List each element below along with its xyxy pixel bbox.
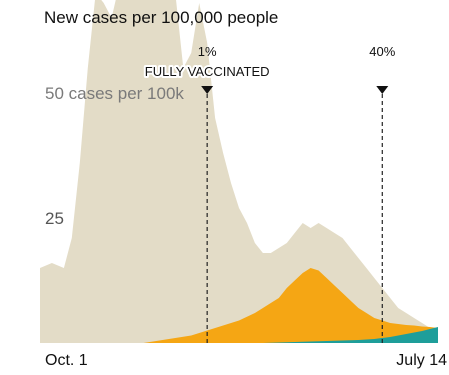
x-axis-labels: Oct. 1 July 14 bbox=[45, 352, 447, 369]
area-series-2 bbox=[143, 268, 438, 343]
area-series-group bbox=[40, 0, 438, 343]
y-tick-label-2: 50 cases per 100k bbox=[45, 84, 184, 103]
annotation-marker-2 bbox=[376, 86, 389, 94]
x-tick-label-1: Oct. 1 bbox=[45, 352, 88, 369]
annotation-markers: 1% FULLY VACCINATED 40% bbox=[143, 44, 396, 343]
gridlines bbox=[246, 92, 438, 219]
annotation-label-1: 1% bbox=[198, 44, 217, 59]
x-tick-label-2: July 14 bbox=[396, 352, 447, 369]
annotation-marker-1 bbox=[201, 86, 214, 94]
y-axis-labels: 25 50 cases per 100k bbox=[45, 84, 184, 228]
annotation-label-2: 40% bbox=[369, 44, 395, 59]
chart-title: New cases per 100,000 people bbox=[44, 8, 278, 27]
y-tick-label-1: 25 bbox=[45, 209, 64, 228]
area-series-3 bbox=[262, 327, 438, 343]
annotation-sublabel-1: FULLY VACCINATED bbox=[145, 64, 270, 79]
area-series-1 bbox=[40, 0, 438, 343]
